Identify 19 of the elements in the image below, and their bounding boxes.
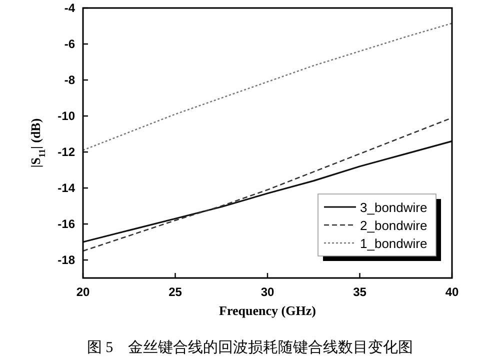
x-tick-label: 25: [168, 285, 182, 299]
legend-label: 1_bondwire: [360, 236, 428, 251]
y-tick-label: -12: [58, 145, 76, 159]
x-tick-label: 20: [76, 285, 90, 299]
legend-label: 3_bondwire: [360, 200, 428, 215]
legend-label: 2_bondwire: [360, 218, 428, 233]
x-tick-label: 30: [260, 285, 274, 299]
y-tick-label: -16: [58, 217, 76, 231]
y-tick-label: -18: [58, 253, 76, 267]
text: 图 5 金丝键合线的回波损耗随键合线数目变化图: [86, 339, 414, 356]
line-series: [82, 22, 453, 151]
x-tick-label: 40: [445, 285, 459, 299]
x-tick-label: 35: [353, 285, 367, 299]
y-tick-label: -10: [58, 109, 76, 123]
x-axis-title: Frequency (GHz): [219, 303, 316, 318]
y-tick-label: -14: [58, 181, 76, 195]
y-tick-label: -6: [64, 37, 76, 51]
y-tick-label: -4: [64, 1, 76, 15]
y-tick-label: -8: [64, 73, 76, 87]
